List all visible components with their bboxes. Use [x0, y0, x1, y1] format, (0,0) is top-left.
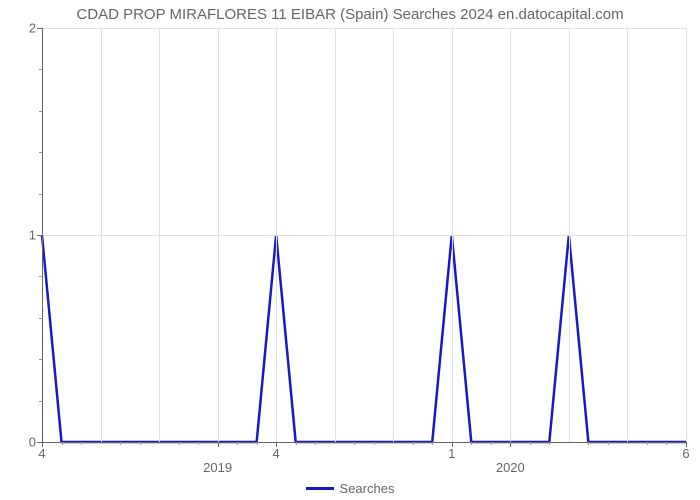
legend: Searches: [0, 480, 700, 496]
x-axis-ticks: [42, 442, 686, 448]
grid-line-v: [159, 28, 160, 442]
x-minor-tick: [62, 442, 63, 445]
x-minor-tick: [549, 442, 550, 445]
x-tick: [510, 442, 511, 447]
x-minor-tick: [179, 442, 180, 445]
x-minor-tick: [120, 442, 121, 445]
x-minor-tick: [647, 442, 648, 445]
grid-line-v: [101, 28, 102, 442]
grid-line-v: [276, 28, 277, 442]
x-minor-tick: [491, 442, 492, 445]
x-minor-tick: [413, 442, 414, 445]
x-tick-label: 4: [38, 446, 45, 461]
x-minor-tick: [374, 442, 375, 445]
x-minor-tick: [237, 442, 238, 445]
x-minor-tick: [315, 442, 316, 445]
x-tick-label: 6: [682, 446, 689, 461]
x-minor-tick: [588, 442, 589, 445]
x-minor-tick: [354, 442, 355, 445]
legend-swatch: [306, 487, 334, 490]
y-tick-label: 2: [6, 21, 36, 36]
x-minor-tick: [530, 442, 531, 445]
grid-line-v: [393, 28, 394, 442]
y-tick-label: 1: [6, 228, 36, 243]
x-minor-tick: [471, 442, 472, 445]
chart-container: CDAD PROP MIRAFLORES 11 EIBAR (Spain) Se…: [0, 0, 700, 500]
x-minor-tick: [666, 442, 667, 445]
grid-line-h: [42, 235, 686, 236]
grid-line-v: [335, 28, 336, 442]
x-minor-tick: [257, 442, 258, 445]
x-minor-tick: [140, 442, 141, 445]
x-minor-tick: [81, 442, 82, 445]
grid-line-h: [42, 28, 686, 29]
x-minor-tick: [432, 442, 433, 445]
y-tick-label: 0: [6, 435, 36, 450]
grid-line-v: [218, 28, 219, 442]
plot-area: [42, 28, 686, 442]
x-major-label: 2020: [496, 460, 525, 475]
y-axis-line: [42, 28, 43, 442]
grid-line-v: [452, 28, 453, 442]
grid-line-v: [627, 28, 628, 442]
grid-line-v: [510, 28, 511, 442]
x-tick-label: 4: [273, 446, 280, 461]
series-line: [42, 235, 686, 442]
x-minor-tick: [198, 442, 199, 445]
x-tick-label: 1: [448, 446, 455, 461]
grid-line-v: [686, 28, 687, 442]
x-tick: [218, 442, 219, 447]
x-minor-tick: [296, 442, 297, 445]
x-major-label: 2019: [203, 460, 232, 475]
x-minor-tick: [608, 442, 609, 445]
legend-label: Searches: [340, 481, 395, 496]
grid-line-v: [569, 28, 570, 442]
chart-title: CDAD PROP MIRAFLORES 11 EIBAR (Spain) Se…: [0, 6, 700, 23]
